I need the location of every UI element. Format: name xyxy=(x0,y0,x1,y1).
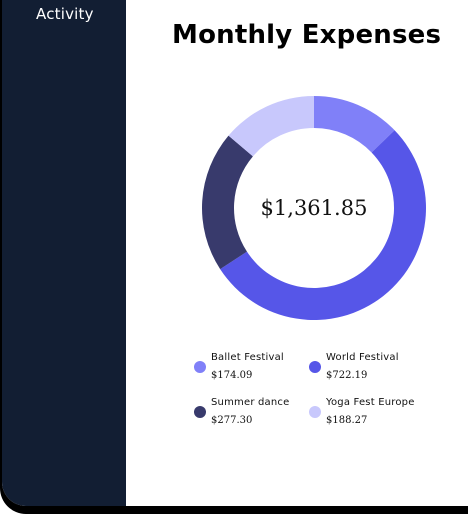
legend-value: $188.27 xyxy=(326,415,368,426)
legend-swatch xyxy=(309,406,321,418)
sidebar: Activity xyxy=(2,0,126,506)
donut-slice-summer-dance xyxy=(202,135,253,270)
legend-item-summer-dance: Summer dance $277.30 xyxy=(194,397,314,433)
legend-swatch xyxy=(194,406,206,418)
legend-label: Yoga Fest Europe xyxy=(326,397,415,408)
main-content: Monthly Expenses $1,361.85 Ballet Festiv… xyxy=(126,0,468,506)
sidebar-item-activity[interactable]: Activity xyxy=(36,5,94,23)
total-amount: $1,361.85 xyxy=(260,196,368,220)
expenses-donut-chart xyxy=(202,96,426,320)
legend-item-yoga-fest-europe: Yoga Fest Europe $188.27 xyxy=(309,397,429,433)
legend-swatch xyxy=(194,361,206,373)
legend-item-ballet-festival: Ballet Festival $174.09 xyxy=(194,352,314,388)
legend-swatch xyxy=(309,361,321,373)
donut-slice-ballet-festival xyxy=(314,96,395,153)
legend-label: World Festival xyxy=(326,352,399,363)
legend-label: Ballet Festival xyxy=(211,352,284,363)
donut-slice-yoga-fest-europe xyxy=(228,96,314,157)
legend-value: $722.19 xyxy=(326,370,368,381)
legend-value: $277.30 xyxy=(211,415,253,426)
page-title: Monthly Expenses xyxy=(172,20,442,50)
legend-value: $174.09 xyxy=(211,370,253,381)
legend-item-world-festival: World Festival $722.19 xyxy=(309,352,429,388)
legend-label: Summer dance xyxy=(211,397,290,408)
donut-slice-world-festival xyxy=(220,130,426,320)
